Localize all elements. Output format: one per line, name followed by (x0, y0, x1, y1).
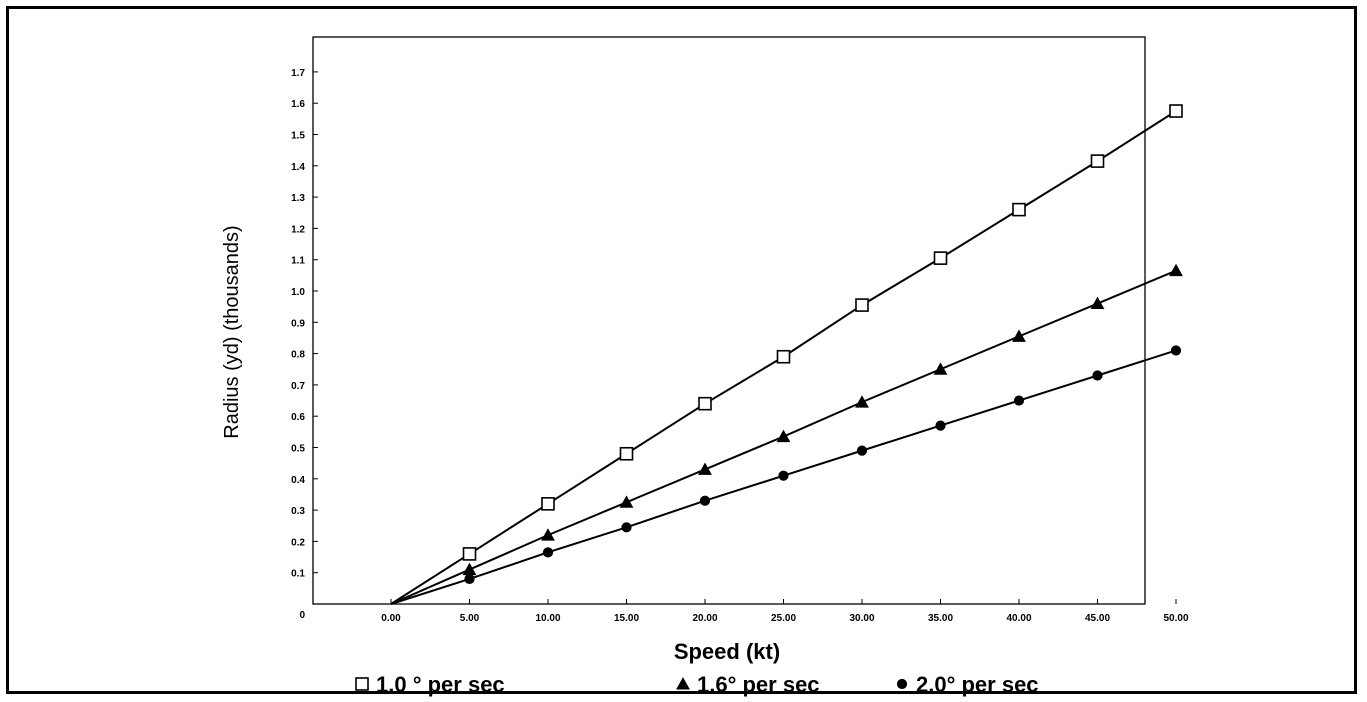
data-point (699, 495, 711, 506)
y-tick-label: 0.6 (291, 412, 305, 423)
legend: 1.0 ° per sec 1.6° per sec 2.0° per sec (355, 672, 1039, 697)
data-point (933, 251, 948, 265)
y-axis-ticks: 0 0.1 0.2 0.3 0.4 0.5 0.6 0.7 0.8 0.9 1.0 1.1 1.2 1.3… (291, 68, 318, 621)
y-tick-label: 1.1 (291, 256, 305, 267)
legend-marker (355, 677, 369, 691)
x-tick-label: 50.00 (1163, 613, 1188, 624)
y-tick-label: 1.3 (291, 193, 305, 204)
y-tick-label: 0.5 (291, 444, 305, 455)
data-point (541, 497, 555, 511)
data-point (778, 470, 789, 481)
y-axis-label: Radius (yd) (thousands) (221, 225, 243, 438)
legend-item: 2.0° per sec (896, 672, 1039, 697)
data-point (464, 573, 475, 585)
y-tick-label: 0.8 (291, 350, 305, 361)
x-axis-label: Speed (kt) (674, 639, 780, 664)
chart-frame (6, 6, 1357, 694)
data-point (541, 528, 555, 541)
y-tick-label: 0.3 (291, 506, 305, 517)
data-point (856, 445, 868, 456)
data-point (1012, 202, 1026, 217)
data-point (698, 396, 712, 411)
data-point (776, 349, 791, 364)
legend-label: 2.0° per sec (916, 672, 1039, 697)
data-point (462, 547, 477, 561)
y-tick-label: 0.4 (291, 475, 305, 486)
x-tick-label: 10.00 (535, 613, 560, 624)
data-point (1013, 395, 1025, 406)
y-tick-label: 1.4 (291, 162, 305, 173)
data-point (1012, 329, 1026, 342)
data-point (1090, 154, 1105, 168)
data-point (776, 429, 791, 443)
data-point (1169, 104, 1183, 118)
x-tick-label: 5.00 (460, 613, 480, 624)
y-tick-label: 1.2 (291, 224, 305, 235)
y-tick-label: 1.6 (291, 99, 305, 110)
y-tick-label: 0 (299, 610, 305, 621)
y-tick-label: 0.9 (291, 318, 305, 329)
series-layer (390, 104, 1183, 605)
data-point (619, 446, 634, 461)
y-tick-label: 1.0 (291, 287, 305, 298)
data-point (1170, 345, 1182, 356)
data-point (1169, 263, 1183, 277)
legend-marker (896, 678, 908, 690)
data-point (462, 562, 477, 576)
x-axis-ticks: 0.00 5.00 10.00 15.00 20.00 25.00 30.00 35.00 40… (381, 599, 1189, 624)
legend-item: 1.6° per sec (676, 672, 820, 697)
data-point (935, 420, 946, 431)
plot-area (312, 36, 1146, 605)
data-point (542, 547, 554, 558)
legend-item: 1.0 ° per sec (355, 672, 505, 697)
x-tick-label: 0.00 (381, 613, 401, 624)
data-point (619, 495, 634, 508)
y-tick-label: 0.1 (291, 569, 305, 580)
y-tick-label: 1.5 (291, 131, 305, 142)
data-point (621, 522, 632, 533)
series-1 (390, 104, 1183, 605)
y-tick-label: 0.7 (291, 381, 305, 392)
series-2 (390, 263, 1183, 605)
x-tick-label: 40.00 (1006, 613, 1031, 624)
data-point (855, 298, 869, 312)
x-tick-label: 20.00 (692, 613, 717, 624)
x-tick-label: 25.00 (771, 613, 796, 624)
legend-label: 1.6° per sec (697, 672, 820, 697)
x-tick-label: 15.00 (614, 613, 639, 624)
data-point (698, 462, 712, 475)
y-tick-label: 0.2 (291, 537, 305, 548)
series-3 (390, 345, 1182, 605)
data-point (933, 362, 948, 375)
legend-label: 1.0 ° per sec (376, 672, 505, 697)
data-point (1092, 370, 1103, 381)
data-point (1090, 296, 1105, 310)
x-tick-label: 30.00 (849, 613, 874, 624)
x-tick-label: 45.00 (1085, 613, 1110, 624)
legend-marker (676, 677, 690, 690)
x-tick-label: 35.00 (928, 613, 953, 624)
y-tick-label: 1.7 (291, 68, 305, 79)
data-point (855, 395, 869, 408)
